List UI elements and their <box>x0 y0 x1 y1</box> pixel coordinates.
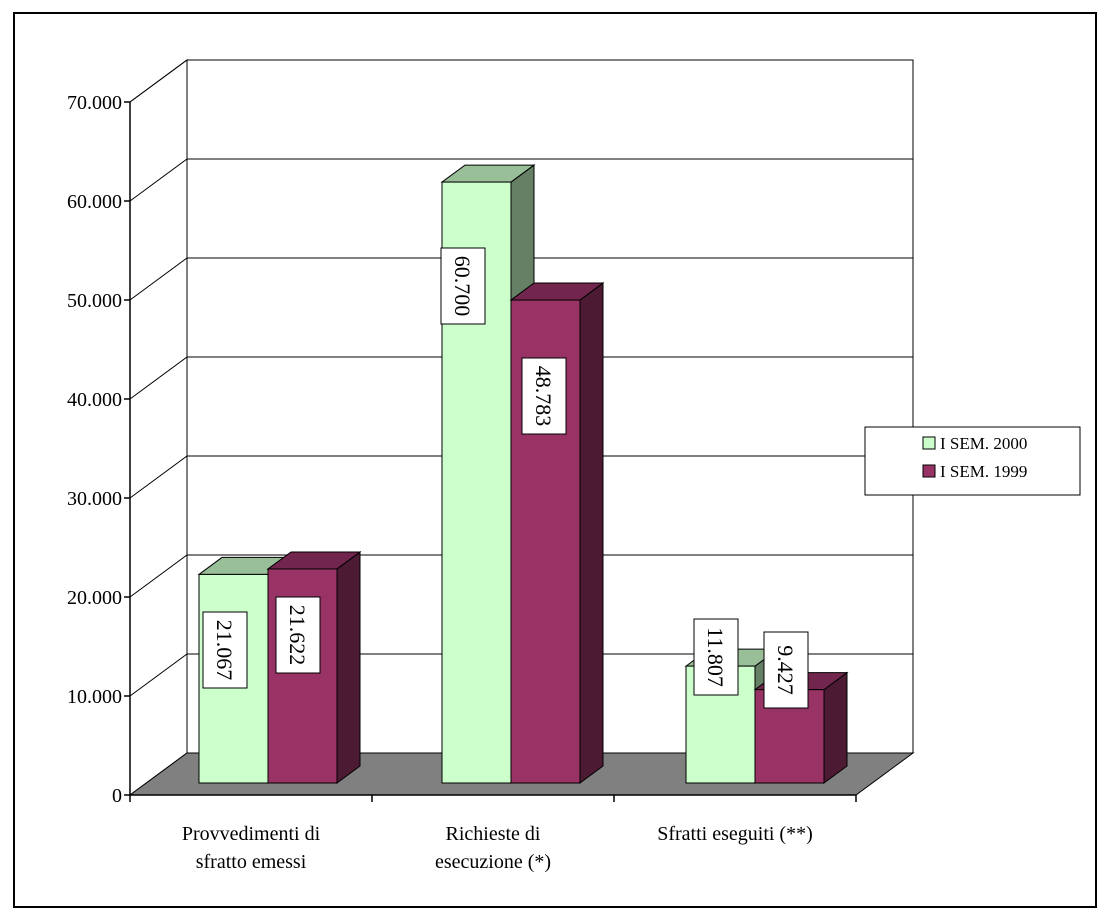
y-tick-label: 10.000 <box>67 686 122 708</box>
data-label: 21.067 <box>202 611 248 689</box>
data-label-text: 21.622 <box>285 605 310 666</box>
gridline <box>129 653 913 697</box>
bar-side <box>336 550 361 784</box>
data-labels: 21.067 21.622 60.700 48.783 11.807 9.427 <box>202 247 809 709</box>
x-tick-label: Provvedimenti di <box>182 823 321 845</box>
bar-side <box>823 671 848 784</box>
legend-swatch <box>922 464 936 478</box>
legend-box <box>864 426 1081 496</box>
y-tick-label: 70.000 <box>67 92 122 114</box>
data-label: 21.622 <box>275 596 321 674</box>
data-label-text: 9.427 <box>773 645 798 695</box>
y-tick-label: 0 <box>112 785 122 807</box>
y-tick-label: 20.000 <box>67 587 122 609</box>
gridline <box>129 257 913 301</box>
data-label-text: 11.807 <box>703 627 728 687</box>
data-label: 9.427 <box>763 631 809 709</box>
data-label-text: 60.700 <box>450 256 475 317</box>
gridline <box>129 59 913 103</box>
gridline <box>129 356 913 400</box>
x-tick-label: Richieste di <box>446 823 541 845</box>
legend-swatch <box>922 436 936 450</box>
data-label-box <box>763 631 809 709</box>
data-label-box <box>693 618 739 696</box>
data-label-text: 48.783 <box>531 366 556 427</box>
gridline <box>129 158 913 202</box>
data-label-box <box>440 247 486 325</box>
data-label: 11.807 <box>693 618 739 696</box>
legend: I SEM. 2000 I SEM. 1999 <box>864 426 1081 496</box>
y-tick-label: 30.000 <box>67 488 122 510</box>
data-label-box <box>275 596 321 674</box>
data-label-text: 21.067 <box>212 620 237 681</box>
data-label: 48.783 <box>521 357 567 435</box>
y-tick-label: 60.000 <box>67 191 122 213</box>
data-label: 60.700 <box>440 247 486 325</box>
bar-side <box>579 282 604 784</box>
axes: 0 10.000 20.000 30.000 40.000 50.000 60.000 70.… <box>67 92 857 873</box>
x-tick-label: Sfratti eseguiti (**) <box>657 823 813 845</box>
gridline <box>129 554 913 598</box>
x-tick-label: sfratto emessi <box>196 851 307 873</box>
data-label-box <box>521 357 567 435</box>
y-tick-label: 50.000 <box>67 290 122 312</box>
gridline <box>129 455 913 499</box>
data-label-box <box>202 611 248 689</box>
y-tick-label: 40.000 <box>67 389 122 411</box>
gridlines <box>129 59 913 697</box>
side-wall <box>129 59 188 796</box>
legend-label: I SEM. 2000 <box>940 434 1027 453</box>
legend-label: I SEM. 1999 <box>940 462 1027 481</box>
x-tick-label: esecuzione (*) <box>435 851 551 873</box>
